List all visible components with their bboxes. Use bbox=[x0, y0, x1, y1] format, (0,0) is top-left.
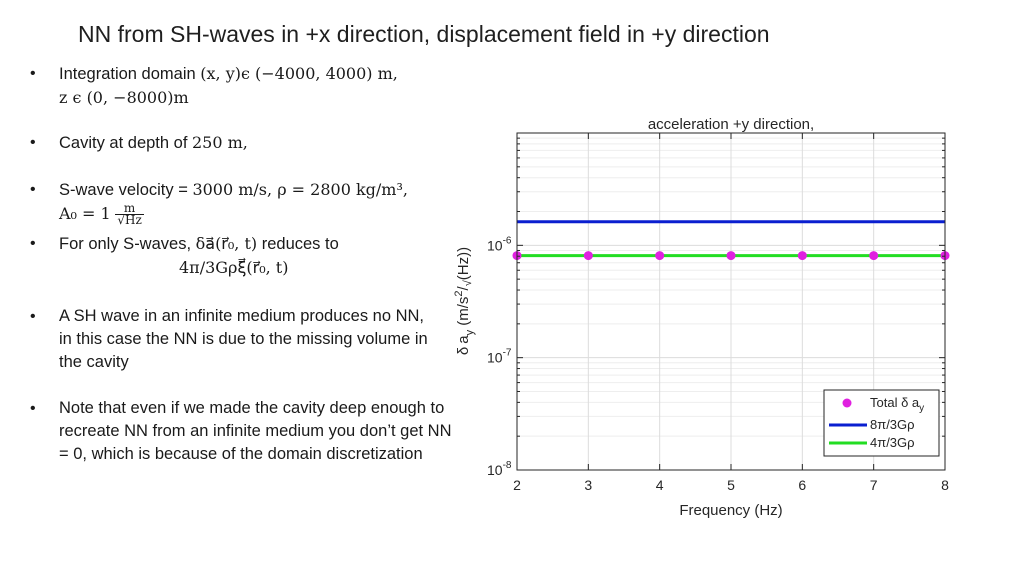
tick-marks bbox=[516, 133, 946, 471]
bullet-text: S-wave velocity = bbox=[59, 181, 193, 199]
legend-label-total: Total δ ay bbox=[870, 395, 924, 414]
y-tick-label: 10-7 bbox=[487, 348, 512, 366]
y-axis-label: δay (m/s2/√(Hz)) bbox=[453, 247, 476, 355]
bullet-marker: • bbox=[30, 65, 36, 82]
y-tick-base: 10 bbox=[487, 237, 503, 253]
y-tick-label: 10-8 bbox=[487, 460, 512, 478]
y-tick-exponent: -7 bbox=[503, 348, 512, 359]
bullet-marker: • bbox=[30, 134, 36, 151]
y-label-close: (Hz)) bbox=[455, 247, 472, 280]
bullet-math: z ϵ (0, −8000)m bbox=[59, 88, 189, 107]
y-label-slash: / bbox=[455, 285, 472, 290]
legend-total-text: Total δ a bbox=[870, 395, 920, 410]
bullet-text: A SH wave in an infinite medium produces… bbox=[59, 307, 428, 371]
legend-total-sub: y bbox=[919, 403, 924, 414]
y-tick-base: 10 bbox=[487, 462, 503, 478]
bullet-text: Note that even if we made the cavity dee… bbox=[59, 399, 452, 463]
x-tick-label: 5 bbox=[727, 477, 735, 493]
x-tick-label: 2 bbox=[513, 477, 521, 493]
y-label-sup: 2 bbox=[453, 290, 465, 296]
y-label-open: (m/s bbox=[455, 297, 472, 330]
bullet-math: 4π/3Gρξ⃗(r⃗₀, t) bbox=[179, 258, 289, 277]
data-point-total bbox=[797, 251, 807, 261]
legend-label-4pi: 4π/3Gρ bbox=[870, 435, 915, 450]
x-tick-label: 7 bbox=[870, 477, 878, 493]
acceleration-chart: 2 3 4 5 6 7 8 10-8 10-7 10-6 acceleration +y dire… bbox=[440, 105, 970, 530]
tick-labels: 2 3 4 5 6 7 810-810-710-6 bbox=[487, 235, 949, 493]
chart-svg: 2 3 4 5 6 7 810-810-710-6 acceleration +y dire… bbox=[453, 116, 950, 519]
x-axis-label: Frequency (Hz) bbox=[679, 502, 782, 519]
x-tick-label: 4 bbox=[656, 477, 664, 493]
y-label-a: a bbox=[455, 335, 472, 344]
bullet-math: 250 m, bbox=[192, 133, 248, 152]
bullet-text: For only S-waves, bbox=[59, 235, 196, 253]
slide-title: NN from SH-waves in +x direction, displa… bbox=[78, 21, 770, 47]
bullet-marker: • bbox=[30, 181, 36, 198]
bullet-text: reduces to bbox=[257, 235, 339, 253]
data-point-total bbox=[869, 251, 879, 261]
bullet-marker: • bbox=[30, 400, 36, 417]
legend-label-8pi: 8π/3Gρ bbox=[870, 417, 915, 432]
legend: Total δ ay 8π/3Gρ 4π/3Gρ bbox=[823, 389, 940, 457]
data-point-total bbox=[583, 251, 593, 261]
y-tick-base: 10 bbox=[487, 350, 503, 366]
y-label-sqrt: √ bbox=[462, 279, 474, 286]
fraction-numerator: m bbox=[115, 202, 144, 216]
x-tick-label: 3 bbox=[584, 477, 592, 493]
data-point-total bbox=[726, 251, 736, 261]
fraction-denominator: √Hz bbox=[117, 213, 142, 228]
bullet-math: δa⃗(r⃗₀, t) bbox=[195, 234, 258, 253]
y-tick-label: 10-6 bbox=[487, 235, 512, 253]
y-label-sub: y bbox=[464, 329, 476, 335]
x-tick-label: 8 bbox=[941, 477, 949, 493]
bullet-text: Cavity at depth of bbox=[59, 134, 192, 152]
x-tick-label: 6 bbox=[798, 477, 806, 493]
bullet-math: 3000 m/s, ρ = 2800 kg/m³, bbox=[192, 180, 408, 199]
bullet-text: Integration domain bbox=[59, 65, 201, 83]
y-label-delta: δ bbox=[455, 347, 472, 355]
bullet-marker: • bbox=[30, 235, 36, 252]
legend-marker-total bbox=[842, 398, 852, 408]
bullet-math: A₀ = 1 bbox=[59, 204, 111, 223]
y-tick-exponent: -8 bbox=[503, 460, 512, 471]
fraction: m √Hz bbox=[115, 202, 144, 228]
y-tick-exponent: -6 bbox=[503, 235, 512, 246]
bullet-math: (x, y)ϵ (−4000, 4000) m, bbox=[200, 64, 398, 83]
data-point-total bbox=[655, 251, 665, 261]
bullet-marker: • bbox=[30, 308, 36, 325]
chart-title: acceleration +y direction, bbox=[648, 116, 814, 133]
